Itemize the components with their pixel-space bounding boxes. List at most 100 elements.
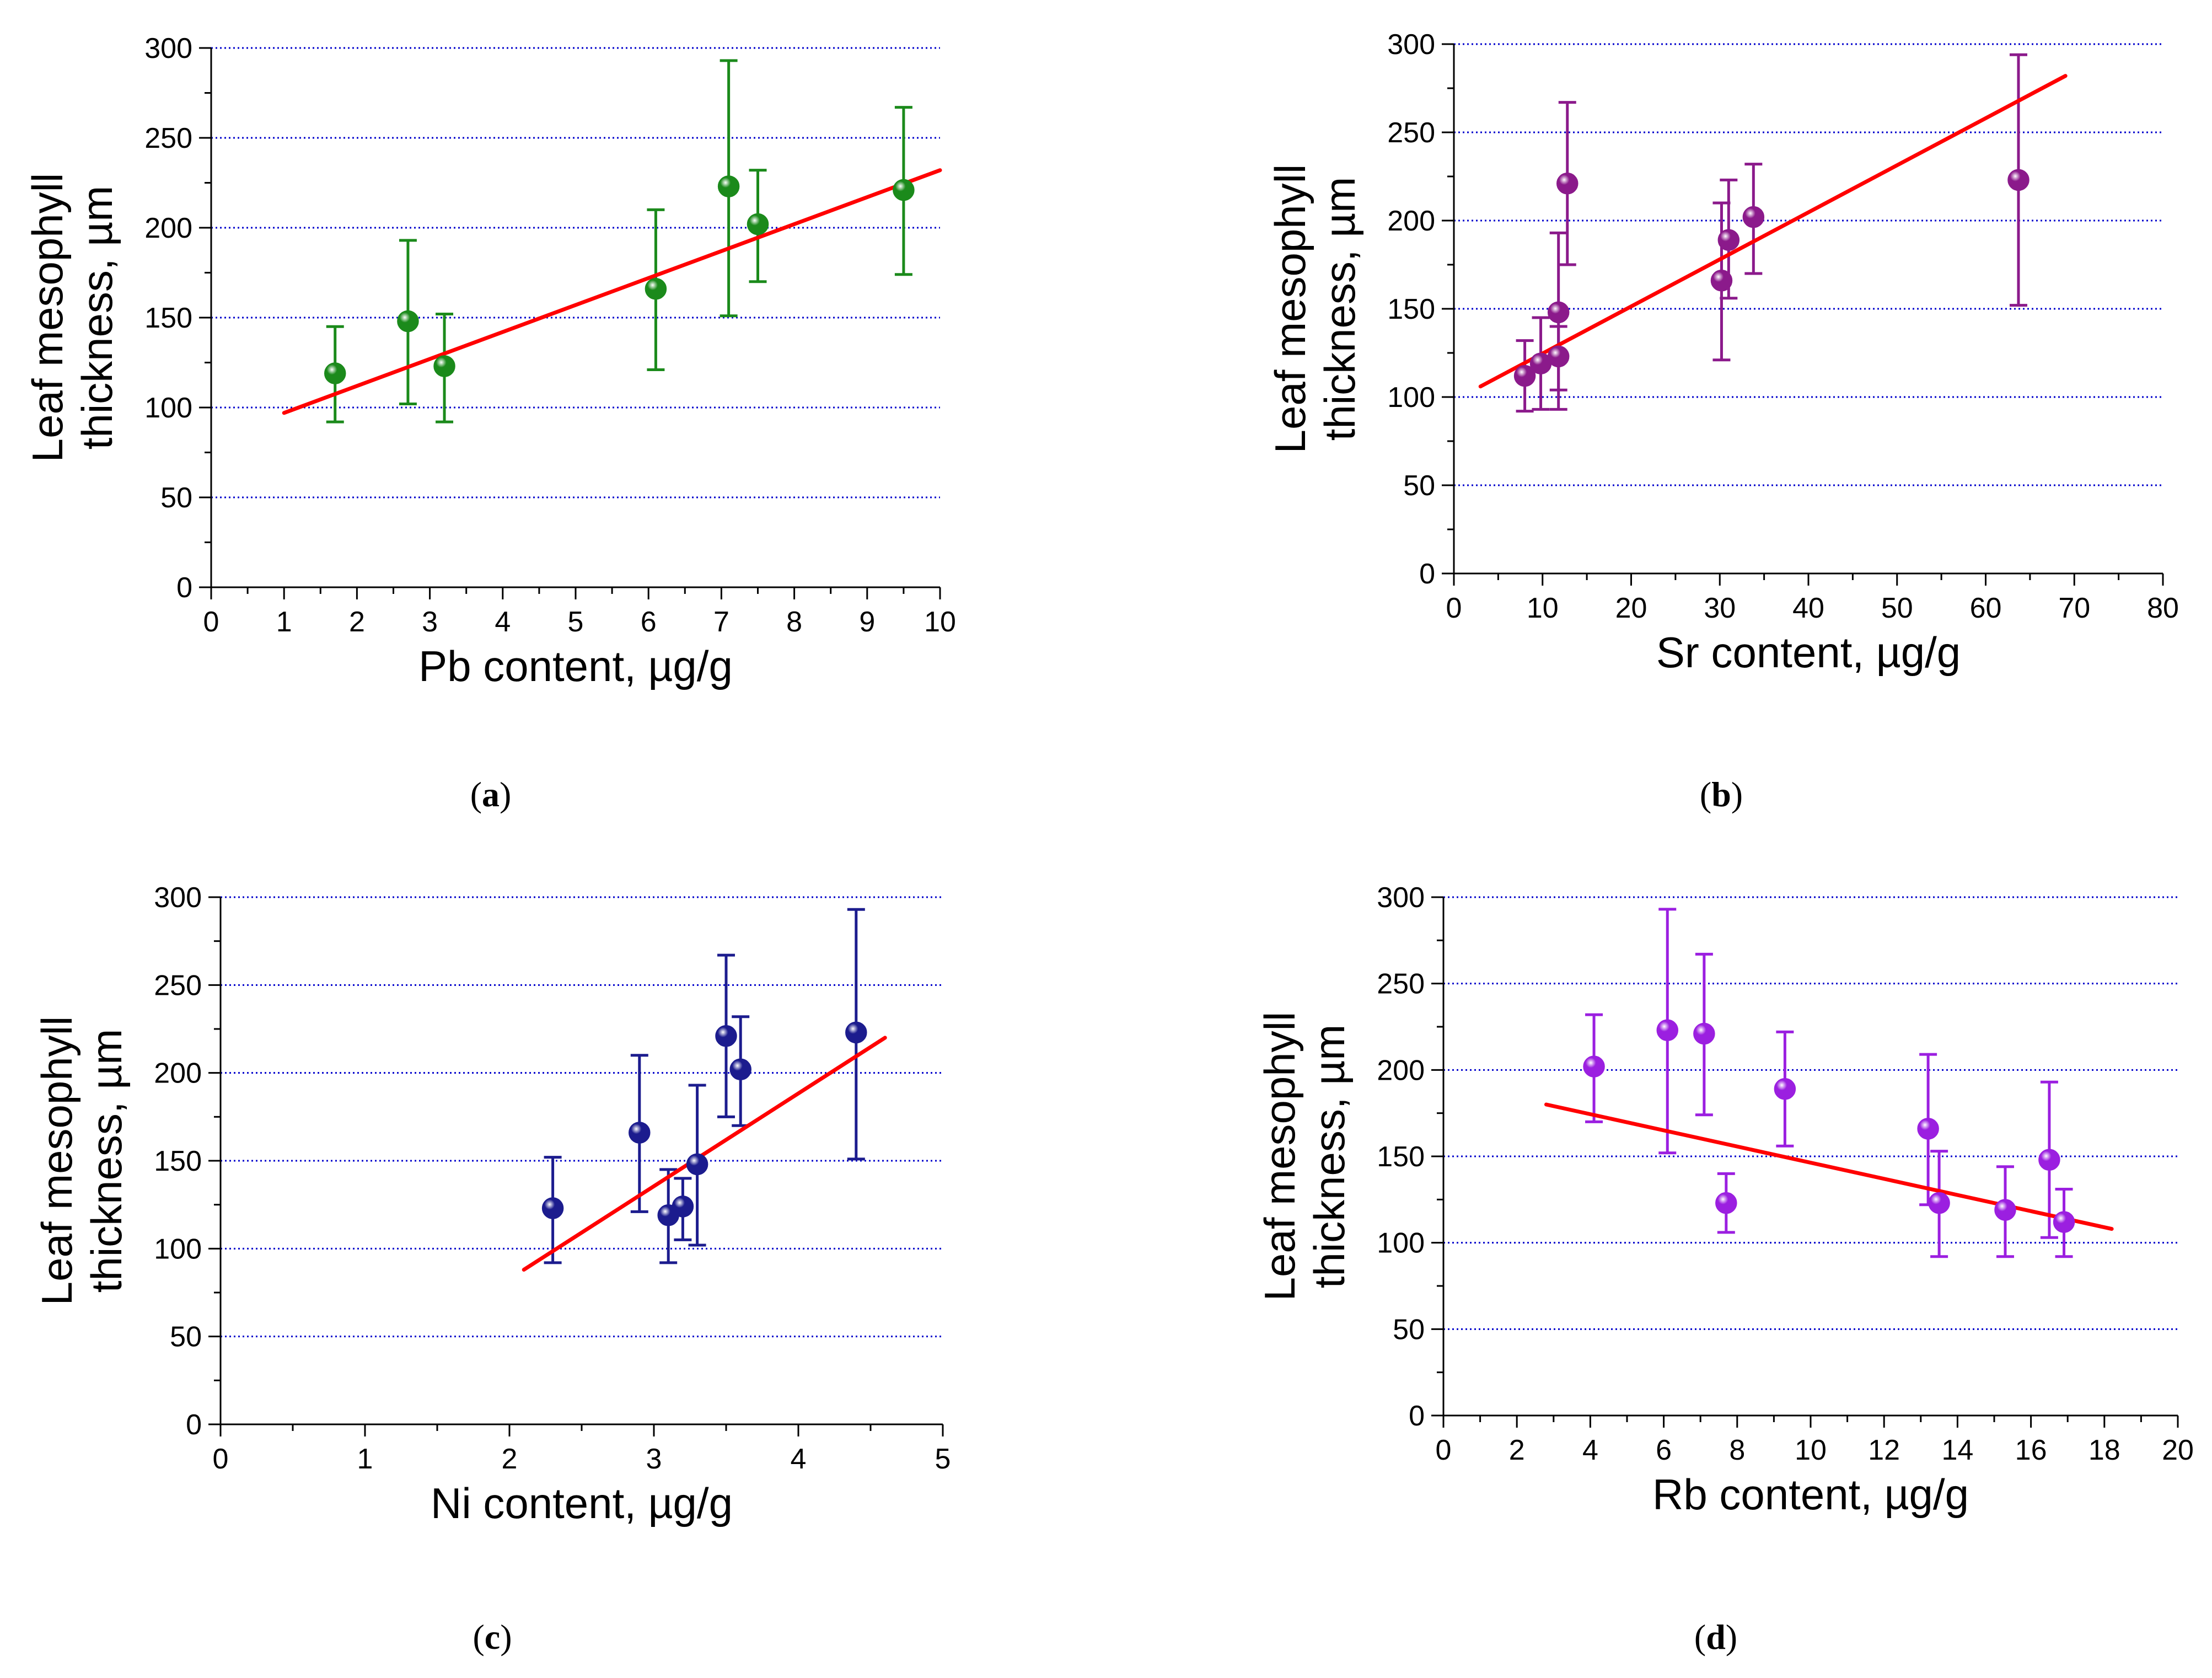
- data-point: [1693, 1022, 1715, 1045]
- x-tick-label: 70: [2058, 592, 2090, 624]
- x-tick-label: 2: [349, 606, 365, 638]
- y-tick-label: 100: [154, 1233, 202, 1265]
- y-tick-label: 250: [1377, 968, 1425, 1000]
- x-tick-label: 0: [213, 1443, 229, 1475]
- data-point: [1994, 1199, 2016, 1221]
- y-tick-label: 50: [1393, 1314, 1425, 1345]
- x-tick-label: 7: [713, 606, 729, 638]
- panel-letter: d: [1706, 1617, 1726, 1656]
- data-point: [541, 1197, 564, 1219]
- y-axis-title-line1: Leaf mesophyll: [1255, 1012, 1304, 1301]
- y-tick-label: 150: [154, 1145, 202, 1177]
- panel-label: (c): [473, 1617, 512, 1656]
- x-tick-label: 16: [2015, 1434, 2047, 1466]
- data-point: [729, 1058, 751, 1081]
- x-tick-label: 80: [2147, 592, 2179, 624]
- y-tick-label: 300: [1387, 29, 1435, 61]
- y-axis-title-line2: thickness, µm: [1305, 1025, 1354, 1288]
- x-tick-label: 18: [2088, 1434, 2120, 1466]
- data-point: [747, 213, 769, 235]
- y-tick-label: 100: [1387, 382, 1435, 414]
- y-tick-label: 250: [154, 969, 202, 1001]
- data-point: [1710, 270, 1733, 292]
- y-tick-label: 300: [1377, 882, 1425, 914]
- y-tick-label: 150: [144, 302, 192, 334]
- x-tick-label: 12: [1868, 1434, 1900, 1466]
- data-point: [686, 1153, 708, 1176]
- panel-b: 0 10 20 30 40 50 60 70 80 0 50 100 150 200 250 300 Sr co…: [1266, 29, 2179, 814]
- y-tick-label: 100: [1377, 1227, 1425, 1259]
- y-tick-label: 200: [1387, 205, 1435, 237]
- data-point: [2038, 1149, 2060, 1171]
- x-axis-title: Ni content, µg/g: [431, 1479, 733, 1527]
- panel-label: (d): [1694, 1617, 1737, 1656]
- y-axis-title-line1: Leaf mesophyll: [33, 1016, 81, 1306]
- y-tick-label: 250: [1387, 117, 1435, 149]
- x-tick-label: 1: [276, 606, 292, 638]
- data-point: [1774, 1078, 1796, 1100]
- y-tick-label: 50: [170, 1321, 202, 1353]
- data-point: [1717, 229, 1740, 251]
- y-axis-title-line2: thickness, µm: [1316, 177, 1364, 441]
- x-tick-label: 50: [1881, 592, 1913, 624]
- error-bar: [1549, 325, 1567, 411]
- y-tick-label: 50: [1403, 470, 1435, 502]
- y-axis-title-line2: thickness, µm: [82, 1029, 131, 1293]
- x-tick-label: 60: [1970, 592, 2002, 624]
- y-axis-title-line2: thickness, µm: [73, 186, 121, 449]
- y-tick-label: 100: [144, 392, 192, 424]
- data-point: [2053, 1211, 2075, 1233]
- y-axis-title-line1: Leaf mesophyll: [23, 173, 72, 463]
- data-point: [717, 175, 740, 197]
- data-point: [845, 1021, 867, 1044]
- x-axis-title: Sr content, µg/g: [1656, 628, 1961, 677]
- x-tick-label: 5: [935, 1443, 951, 1475]
- fit-line: [522, 1036, 887, 1272]
- x-tick-label: 4: [791, 1443, 807, 1475]
- data-point: [1917, 1118, 1939, 1140]
- fit-line: [1478, 74, 2068, 389]
- y-tick-label: 200: [1377, 1054, 1425, 1086]
- data-point: [324, 362, 346, 384]
- y-axis-title-line1: Leaf mesophyll: [1266, 164, 1314, 454]
- data-point: [433, 355, 455, 377]
- y-tick-label: 300: [144, 33, 192, 65]
- x-tick-label: 14: [1941, 1434, 1973, 1466]
- x-tick-label: 1: [357, 1443, 373, 1475]
- data-point: [1583, 1055, 1605, 1077]
- x-axis-title: Pb content, µg/g: [418, 642, 733, 690]
- x-tick-label: 4: [495, 606, 511, 638]
- panel-letter: c: [485, 1617, 500, 1656]
- x-tick-label: 6: [1656, 1434, 1672, 1466]
- panel-label: (b): [1700, 775, 1743, 814]
- data-point: [1547, 301, 1570, 324]
- data-point: [645, 278, 667, 300]
- y-tick-label: 50: [160, 482, 192, 514]
- x-tick-label: 0: [1446, 592, 1462, 624]
- data-point: [893, 179, 915, 201]
- data-point: [397, 310, 419, 333]
- fit-line: [1544, 1102, 2114, 1231]
- x-tick-label: 4: [1582, 1434, 1598, 1466]
- x-tick-label: 30: [1704, 592, 1736, 624]
- x-tick-label: 8: [786, 606, 802, 638]
- x-tick-label: 5: [568, 606, 584, 638]
- y-tick-label: 0: [176, 572, 192, 604]
- x-tick-label: 20: [2162, 1434, 2194, 1466]
- x-tick-label: 40: [1792, 592, 1824, 624]
- data-point: [1547, 345, 1570, 368]
- x-axis-title: Rb content, µg/g: [1652, 1470, 1969, 1519]
- data-point: [715, 1025, 737, 1047]
- panel-label: (a): [470, 775, 512, 814]
- data-point: [1513, 364, 1536, 387]
- y-tick-label: 0: [1409, 1400, 1425, 1432]
- data-point: [672, 1195, 694, 1218]
- data-point: [2007, 169, 2030, 191]
- x-tick-label: 10: [1795, 1434, 1827, 1466]
- x-tick-label: 2: [502, 1443, 518, 1475]
- data-point: [629, 1122, 651, 1144]
